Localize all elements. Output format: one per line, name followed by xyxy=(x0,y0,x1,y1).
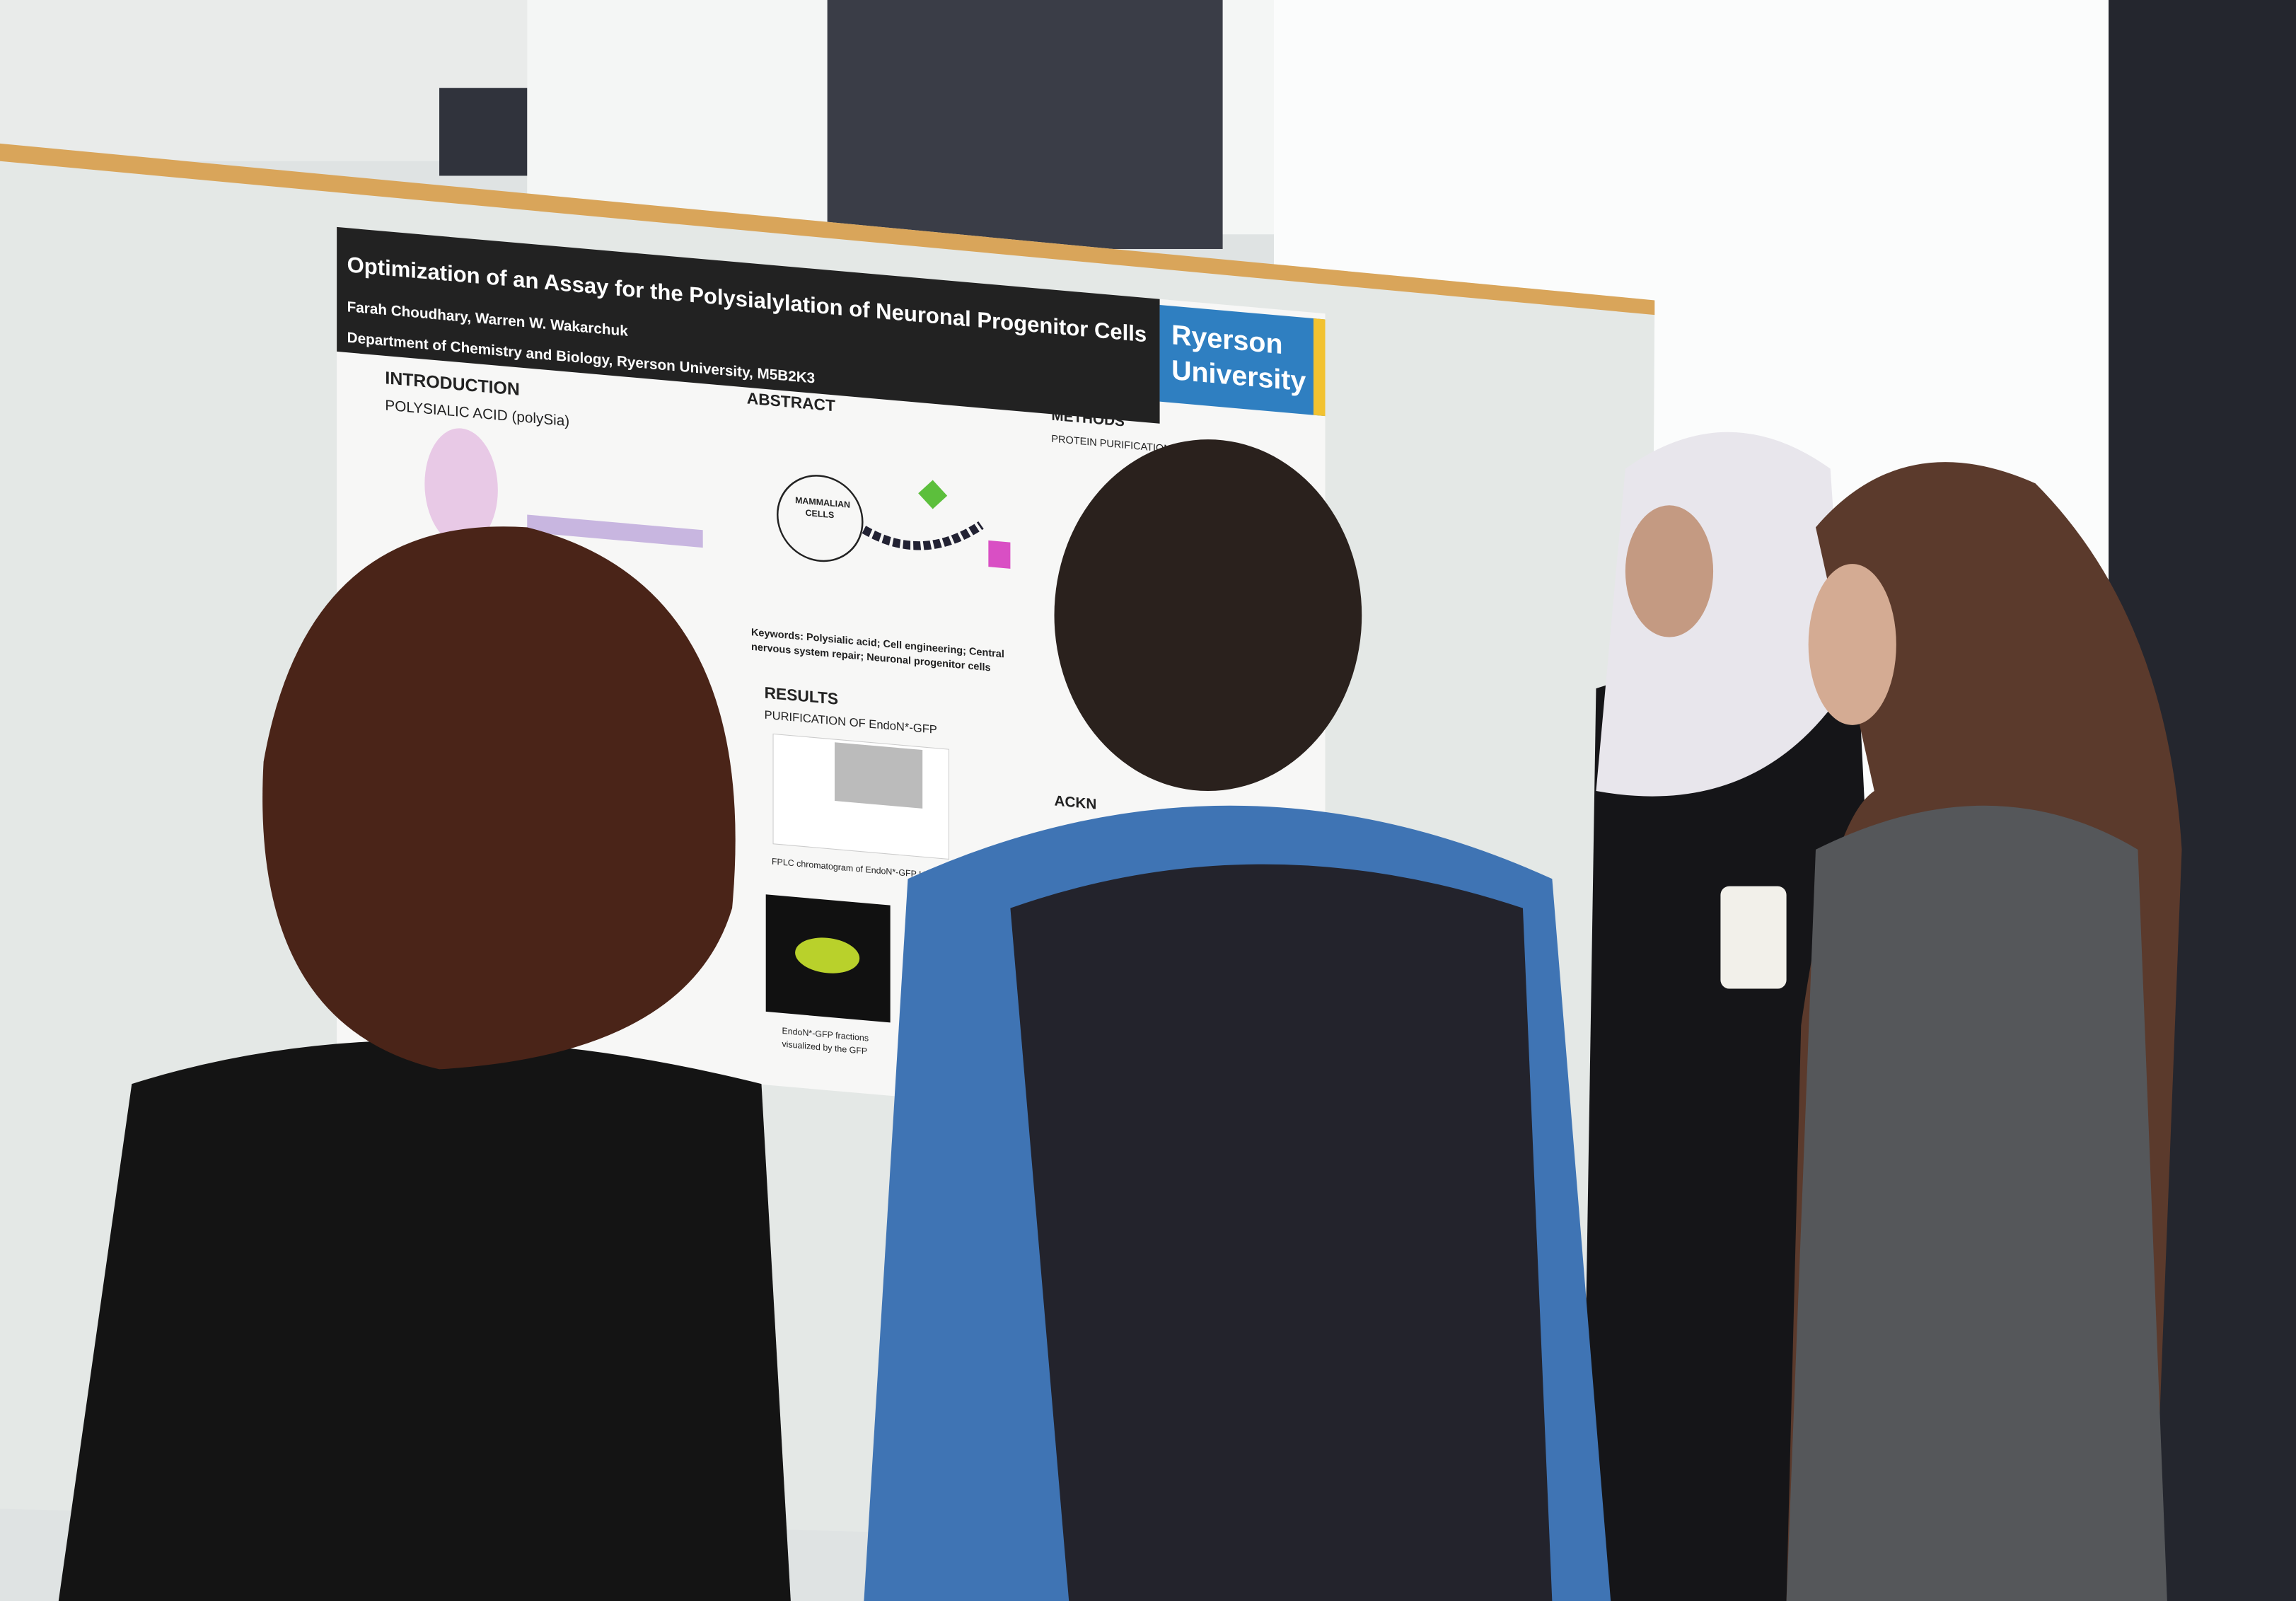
logo-stripe xyxy=(1313,318,1326,417)
coffee-cup xyxy=(1720,886,1787,989)
gel-image xyxy=(834,742,923,809)
gfp-box xyxy=(918,480,948,509)
face xyxy=(1808,564,1896,725)
title-bar xyxy=(337,226,1160,424)
logo-box xyxy=(1159,305,1326,417)
person-vest xyxy=(1010,864,1553,1601)
person-top xyxy=(58,1040,791,1601)
gfp-glow xyxy=(795,937,860,973)
people xyxy=(58,432,2182,1601)
curtain xyxy=(439,88,528,176)
curtain xyxy=(827,0,1223,249)
polysia-chain xyxy=(527,514,703,548)
person-hair xyxy=(262,526,736,1070)
cell-outline xyxy=(777,475,864,562)
sialic-chain xyxy=(862,521,984,550)
person-head xyxy=(1054,439,1362,792)
diagram-label: MAMMALIAN xyxy=(795,495,850,510)
board-frame xyxy=(0,143,1655,316)
section-heading: ACKN xyxy=(1055,793,1097,813)
cell-diagram xyxy=(424,428,498,546)
diagram-label: CELLS xyxy=(806,508,835,521)
pst-box xyxy=(988,540,1011,569)
face xyxy=(1625,505,1714,637)
person-sweater xyxy=(1786,805,2167,1601)
